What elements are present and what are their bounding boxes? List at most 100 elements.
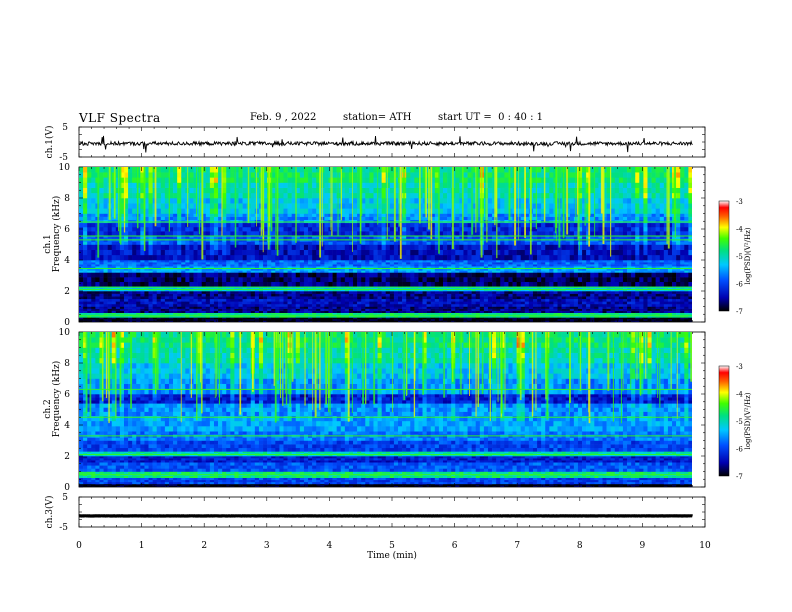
ch1-spectrogram-cell xyxy=(365,222,370,228)
ch1-spectrogram-cell xyxy=(91,219,96,224)
ch1-spectrogram-cell xyxy=(99,208,104,214)
ch1-spectrogram-cell xyxy=(308,203,313,209)
ch1-spectrogram-cell xyxy=(226,277,231,282)
ch1-spectrogram-cell xyxy=(312,314,317,317)
ch1-spectrogram-cell xyxy=(144,272,149,278)
ch1-spectrogram-cell xyxy=(434,318,440,321)
ch1-spectrogram-cell xyxy=(418,320,423,322)
ch1-spectrogram-cell xyxy=(156,226,162,232)
ch1-spectrogram-cell xyxy=(123,308,129,311)
ch1-spectrogram-cell xyxy=(500,187,505,194)
ch1-spectrogram-cell xyxy=(242,320,247,322)
ch1-spectrogram-cell xyxy=(197,296,202,300)
ch1-spectrogram-cell xyxy=(136,277,141,282)
ch1-spectrogram-cell xyxy=(271,260,276,263)
ch1-spectrogram-cell xyxy=(295,318,301,321)
ch1-spectrogram-cell xyxy=(373,260,378,263)
ch1-spectrogram-cell xyxy=(414,293,419,297)
ch1-spectrogram-cell xyxy=(410,310,415,313)
ch1-spectrogram-cell xyxy=(475,306,481,309)
ch1-spectrogram-cell xyxy=(353,226,358,232)
ch1-spectrogram-cell xyxy=(279,298,284,302)
ch1-spectrogram-cell xyxy=(250,317,256,320)
ch1-spectrogram-cell xyxy=(365,320,370,322)
ch1-spectrogram-cell xyxy=(385,308,391,311)
ch1-spectrogram-cell xyxy=(87,219,92,224)
ch1-spectrogram-cell xyxy=(201,244,207,250)
ch1-spectrogram-cell xyxy=(406,306,411,309)
ch1-spectrogram-cell xyxy=(123,315,129,318)
ch1-spectrogram-cell xyxy=(83,281,88,287)
ch1-spectrogram-cell xyxy=(369,226,374,232)
ch1-spectrogram-cell xyxy=(177,317,182,320)
ch1-spectrogram-cell xyxy=(271,244,276,250)
ch1-spectrogram-cell xyxy=(83,296,88,300)
ch1-spectrogram-cell xyxy=(267,266,272,269)
ch1-spectrogram-cell xyxy=(340,177,346,183)
ch1-spectrogram-cell xyxy=(438,260,444,263)
ch1-spectrogram-cell xyxy=(467,310,472,313)
ch1-spectrogram-cell xyxy=(111,260,117,263)
ch1-spectrogram-cell xyxy=(258,318,264,321)
ch1-spectrogram-cell xyxy=(222,219,227,224)
ch1-spectrogram-cell xyxy=(242,226,247,232)
ch1-spectrogram-cell xyxy=(156,262,162,265)
ch1-spectrogram-cell xyxy=(79,287,84,290)
ch1-spectrogram-cell xyxy=(99,198,104,204)
ch1-spectrogram-cell xyxy=(205,264,211,267)
ch1-spectrogram-cell xyxy=(369,289,374,292)
ch1-spectrogram-cell xyxy=(111,244,117,250)
ch1-spectrogram-cell xyxy=(275,264,280,267)
ch1-spectrogram-cell xyxy=(238,293,243,297)
ch1-spectrogram-cell xyxy=(99,187,104,194)
ch1-spectrogram-cell xyxy=(83,203,88,209)
ch1-spectrogram-cell xyxy=(144,198,149,204)
ch1-spectrogram-cell xyxy=(500,213,505,217)
ch1-spectrogram-cell xyxy=(148,260,153,263)
ch1-spectrogram-cell xyxy=(475,287,481,290)
ch1-spectrogram-cell xyxy=(299,249,305,256)
ch1-spectrogram-cell xyxy=(115,312,121,315)
ch1-spectrogram-cell xyxy=(320,314,325,317)
ch1-spectrogram-cell xyxy=(148,272,153,278)
ch1-spectrogram-cell xyxy=(140,310,145,313)
ch1-spectrogram-cell xyxy=(471,235,477,239)
ch1-spectrogram-cell xyxy=(447,167,452,173)
ch1-spectrogram-cell xyxy=(418,312,423,315)
ch1-spectrogram-cell xyxy=(316,262,321,265)
ch1-spectrogram-cell xyxy=(455,213,460,217)
ch1-spectrogram-cell xyxy=(500,266,505,269)
ch1-spectrogram-cell xyxy=(132,208,137,214)
ch1-spectrogram-cell xyxy=(144,208,149,214)
ch1-spectrogram-cell xyxy=(99,289,104,292)
ch1-spectrogram-cell xyxy=(455,268,460,271)
ch1-spectrogram-cell xyxy=(148,203,153,209)
ch1-spectrogram-cell xyxy=(148,293,153,297)
ch1-spectrogram-cell xyxy=(340,187,346,194)
ch1-spectrogram-cell xyxy=(344,254,350,261)
ch1-spectrogram-cell xyxy=(393,296,399,300)
ch1-spectrogram-cell xyxy=(381,301,387,305)
ch1-spectrogram-cell xyxy=(348,266,354,269)
ch1-spectrogram-cell xyxy=(316,314,321,317)
ch1-spectrogram-cell xyxy=(455,272,460,278)
ch1-spectrogram-cell xyxy=(385,303,391,307)
ch1-spectrogram-cell xyxy=(103,312,108,315)
ch1-spectrogram-cell xyxy=(443,270,448,273)
ch1-spectrogram-cell xyxy=(295,268,301,271)
ch1-spectrogram-cell xyxy=(213,315,219,318)
ch1-spectrogram-cell xyxy=(152,244,158,250)
ch1-spectrogram-cell xyxy=(414,177,419,183)
ch1-spectrogram-cell xyxy=(123,254,129,261)
ch1-spectrogram-cell xyxy=(128,312,133,315)
ch1-spectrogram-cell xyxy=(242,289,247,292)
ch1-spectrogram-cell xyxy=(258,244,264,250)
ch1-spectrogram-cell xyxy=(168,318,174,321)
ch1-spectrogram-cell xyxy=(132,320,137,322)
ch1-spectrogram-cell xyxy=(152,296,158,300)
ch1-spectrogram-cell xyxy=(283,260,288,263)
ch1-spectrogram-cell xyxy=(111,293,117,297)
ch1-spectrogram-cell xyxy=(369,264,374,267)
ch1-spectrogram-cell xyxy=(402,254,407,261)
ch1-spectrogram-cell xyxy=(451,293,456,297)
